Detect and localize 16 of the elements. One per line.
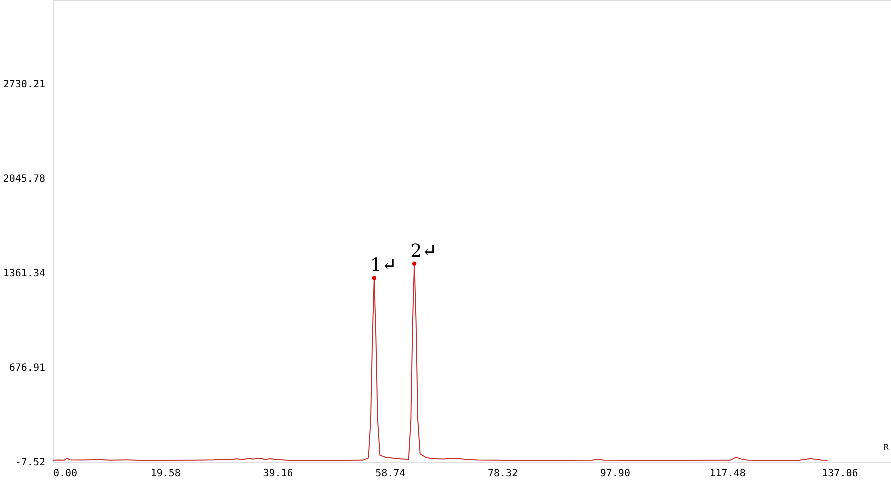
- y-tick-label: 1361.34: [3, 268, 46, 280]
- x-tick-label: 39.16: [263, 468, 294, 480]
- y-tick-label: 2045.78: [3, 174, 46, 186]
- annotation: 2↵: [410, 240, 438, 262]
- annotation: R: [884, 443, 889, 452]
- x-tick-label: 117.48: [710, 468, 746, 480]
- x-tick-label: 78.32: [488, 468, 518, 480]
- x-tick-label: 137.06: [822, 468, 858, 480]
- y-tick-label: 676.91: [9, 363, 46, 374]
- x-tick-label: 0.00: [54, 468, 78, 480]
- x-tick-label: 19.58: [150, 468, 181, 480]
- y-tick-label: -7.52: [15, 458, 46, 468]
- x-tick-label: 58.74: [376, 468, 406, 480]
- annotation: 1↵: [370, 255, 397, 276]
- y-tick-label: 2730.21: [3, 80, 46, 91]
- x-tick-label: 97.90: [600, 468, 630, 480]
